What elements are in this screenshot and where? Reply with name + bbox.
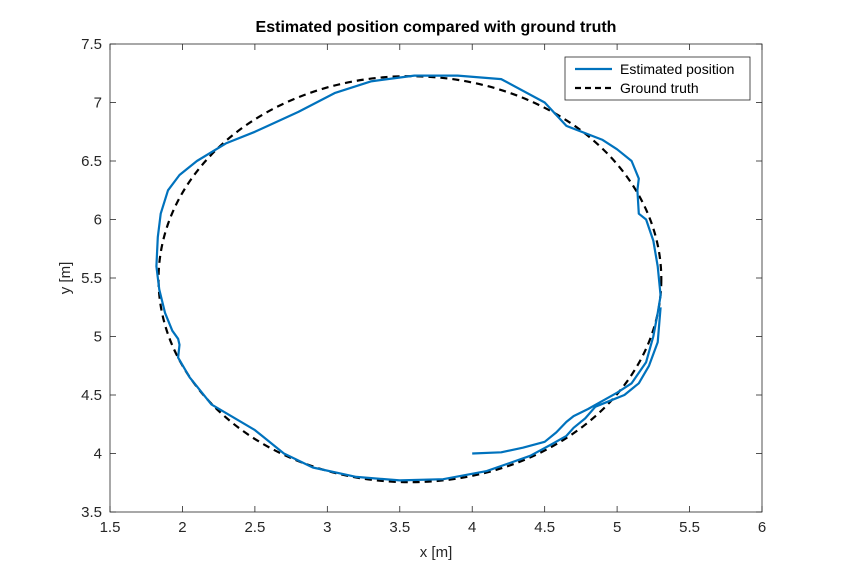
y-tick-label: 4 xyxy=(94,446,102,463)
plot-area xyxy=(109,43,763,513)
y-tick-label: 7 xyxy=(94,95,102,112)
x-tick-label: 2 xyxy=(178,519,186,536)
legend: Estimated position Ground truth xyxy=(564,56,751,101)
x-tick-label: 4.5 xyxy=(534,519,555,536)
y-tick-label: 7.5 xyxy=(81,36,102,53)
x-tick-label: 1.5 xyxy=(100,519,121,536)
y-tick-label: 5.5 xyxy=(81,270,102,287)
x-tick-label: 5.5 xyxy=(679,519,700,536)
x-tick-label: 3 xyxy=(323,519,331,536)
legend-box xyxy=(564,56,751,101)
x-axis-label: x [m] xyxy=(420,544,453,561)
x-tick-label: 3.5 xyxy=(389,519,410,536)
series-estimated-position xyxy=(155,74,662,482)
y-tick-label: 5 xyxy=(94,329,102,346)
x-tick-label: 4 xyxy=(468,519,476,536)
axis-ticks: 1.5 2 2.5 3 3.5 4 4.5 5 5.5 6 3.5 4 4.5 5 5.5 6 6.5 7 7.5 xyxy=(81,36,766,536)
y-axis-label: y [m] xyxy=(57,262,74,295)
legend-label-estimated: Estimated position xyxy=(620,61,734,77)
y-tick-label: 6 xyxy=(94,212,102,229)
x-tick-label: 5 xyxy=(613,519,621,536)
x-tick-label: 2.5 xyxy=(244,519,265,536)
x-tick-label: 6 xyxy=(758,519,766,536)
y-tick-label: 3.5 xyxy=(81,504,102,521)
legend-label-ground-truth: Ground truth xyxy=(620,80,699,96)
y-tick-label: 6.5 xyxy=(81,153,102,170)
chart-title: Estimated position compared with ground … xyxy=(256,19,617,36)
series-layer xyxy=(155,74,663,484)
y-tick-label: 4.5 xyxy=(81,387,102,404)
